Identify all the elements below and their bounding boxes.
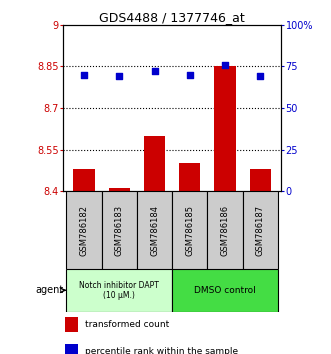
Bar <box>144 136 165 191</box>
Bar <box>137 191 172 269</box>
Point <box>258 74 263 79</box>
Bar <box>65 317 78 332</box>
Text: GSM786184: GSM786184 <box>150 205 159 256</box>
Bar <box>243 191 278 269</box>
Bar <box>214 66 236 191</box>
Text: GSM786187: GSM786187 <box>256 205 265 256</box>
Point <box>81 72 87 78</box>
Text: DMSO control: DMSO control <box>194 286 256 295</box>
Text: percentile rank within the sample: percentile rank within the sample <box>85 347 238 354</box>
Text: agent: agent <box>35 285 64 295</box>
Bar <box>207 191 243 269</box>
Bar <box>179 164 200 191</box>
Bar <box>172 269 278 312</box>
Bar <box>109 188 130 191</box>
Point <box>187 72 192 78</box>
Bar <box>102 191 137 269</box>
Title: GDS4488 / 1377746_at: GDS4488 / 1377746_at <box>99 11 245 24</box>
Text: Notch inhibitor DAPT
(10 μM.): Notch inhibitor DAPT (10 μM.) <box>79 281 159 300</box>
Point <box>117 74 122 79</box>
Point <box>152 69 157 74</box>
Bar <box>65 344 78 354</box>
Bar <box>73 169 95 191</box>
Bar <box>172 191 207 269</box>
Bar <box>67 191 102 269</box>
Bar <box>250 169 271 191</box>
Text: GSM786183: GSM786183 <box>115 205 124 256</box>
Text: GSM786185: GSM786185 <box>185 205 194 256</box>
Text: GSM786186: GSM786186 <box>220 205 229 256</box>
Text: GSM786182: GSM786182 <box>79 205 88 256</box>
Text: transformed count: transformed count <box>85 320 169 329</box>
Bar <box>67 269 172 312</box>
Point <box>222 62 228 68</box>
